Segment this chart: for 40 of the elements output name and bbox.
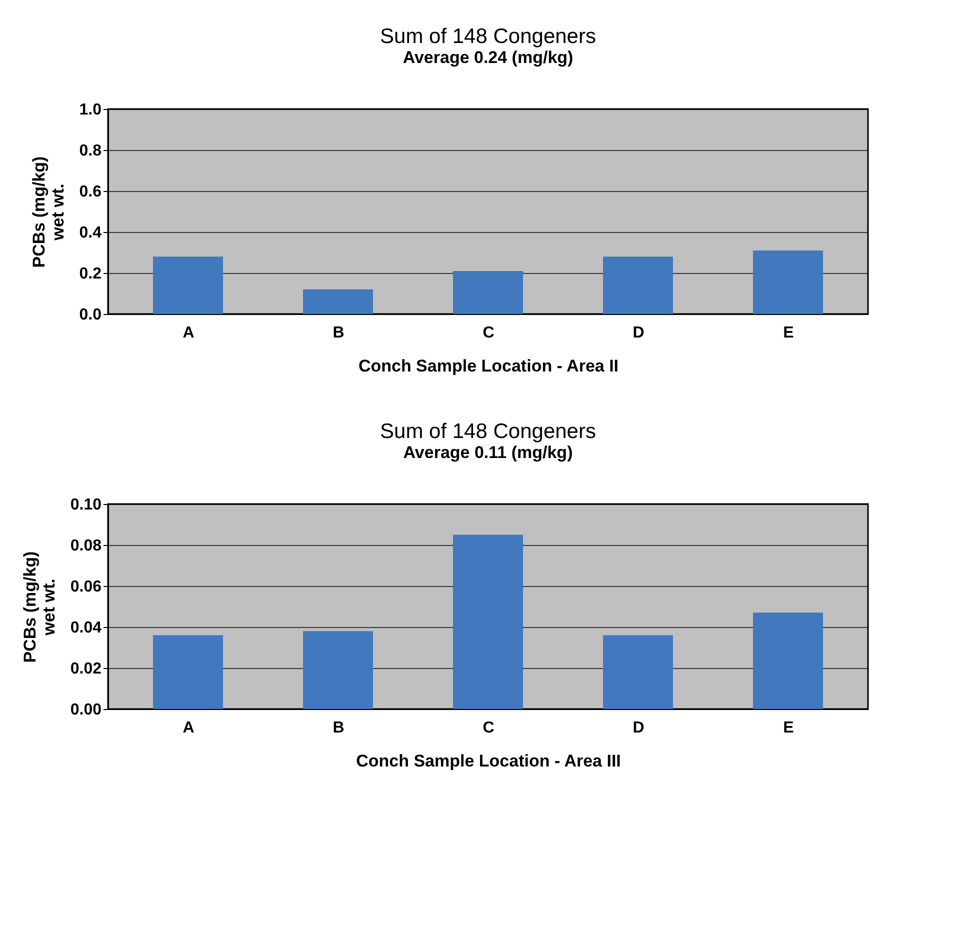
bar — [303, 289, 373, 314]
y-tick-label: 0.04 — [70, 620, 102, 636]
y-tick-label: 0.8 — [79, 142, 102, 160]
x-tick-label: E — [783, 324, 794, 342]
bar — [453, 534, 523, 709]
x-tick-label: C — [482, 324, 495, 342]
x-tick-label: D — [632, 720, 644, 736]
bar — [603, 256, 673, 314]
x-tick-label: D — [632, 324, 644, 342]
bar — [753, 250, 823, 314]
bar — [153, 256, 223, 314]
x-tick-label: A — [182, 720, 195, 736]
y-axis-title: PCBs (mg/kg) wet wt. — [29, 156, 68, 268]
y-tick-label: 1.0 — [79, 102, 102, 118]
x-tick-label: B — [332, 324, 344, 342]
y-tick-label: 0.2 — [79, 266, 102, 282]
bar — [453, 270, 523, 314]
chart-title: Sum of 148 Congeners — [380, 420, 596, 443]
y-tick-label: 0.08 — [70, 538, 102, 554]
x-tick-label: E — [783, 720, 794, 736]
x-tick-label: A — [182, 324, 195, 342]
y-axis-title: PCBs (mg/kg) wet wt. — [20, 551, 58, 663]
y-tick-label: 0.0 — [79, 306, 102, 324]
chart-title: Sum of 148 Congeners — [380, 25, 596, 48]
y-tick-label: 0.06 — [70, 578, 102, 596]
x-axis-title: Conch Sample Location - Area III — [356, 752, 621, 770]
bar — [303, 631, 373, 709]
bar — [153, 635, 223, 709]
bar — [603, 635, 673, 709]
y-tick-label: 0.6 — [79, 184, 102, 200]
y-tick-label: 0.10 — [70, 496, 102, 514]
bar — [753, 612, 823, 709]
y-tick-label: 0.4 — [79, 224, 102, 242]
x-tick-label: B — [332, 720, 344, 736]
x-tick-label: C — [482, 720, 495, 736]
y-tick-label: 0.00 — [70, 702, 102, 718]
chart-subtitle: Average 0.24 (mg/kg) — [402, 48, 574, 67]
y-tick-label: 0.02 — [70, 660, 102, 678]
x-axis-title: Conch Sample Location - Area II — [358, 356, 619, 376]
chart-subtitle: Average 0.11 (mg/kg) — [403, 443, 573, 462]
